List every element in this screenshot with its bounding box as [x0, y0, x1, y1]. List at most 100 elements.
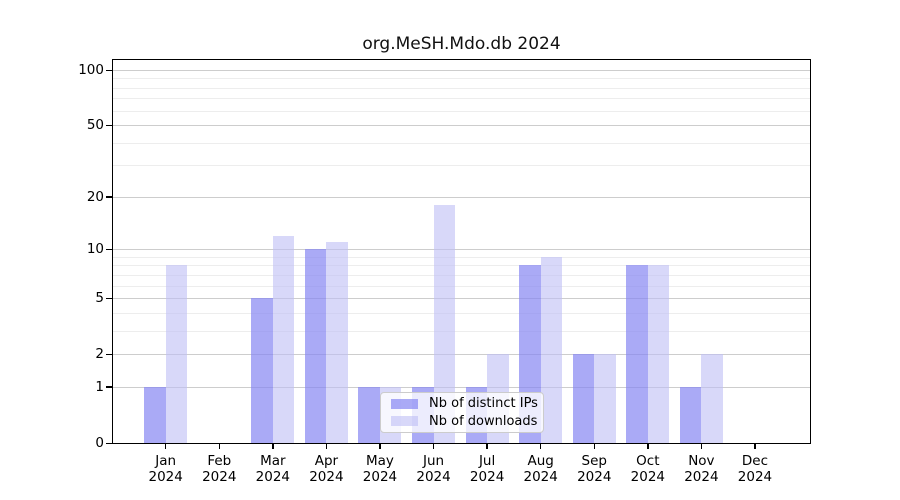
x-tick-label-line: 2024 — [630, 469, 665, 485]
y-tick-label: 2 — [95, 346, 104, 363]
x-tick-label: May 2024 — [350, 453, 410, 485]
legend-swatch-downloads — [391, 416, 418, 427]
x-tick-label: Sep 2024 — [564, 453, 624, 485]
x-tick-mark — [700, 443, 703, 449]
bar-ips-mar — [251, 298, 273, 443]
x-tick-label-line: Jan — [155, 453, 177, 469]
x-tick-label-line: Dec — [741, 453, 769, 469]
bar-ips-nov — [679, 386, 702, 443]
legend-item-distinct-ips: Nb of distinct IPs — [387, 395, 538, 413]
bar-downloads-sep — [594, 354, 616, 443]
x-tick-label-line: 2024 — [523, 469, 558, 485]
x-tick-mark — [647, 443, 649, 449]
y-tick-mark — [106, 248, 113, 251]
x-tick-label-line: 2024 — [577, 469, 612, 485]
minor-gridline — [113, 78, 810, 80]
y-tick-mark — [106, 353, 113, 356]
bar-ips-apr — [304, 249, 327, 443]
x-tick-label-line: 2024 — [737, 469, 773, 485]
bar-downloads-nov — [701, 354, 723, 443]
bar-downloads-aug — [540, 256, 563, 443]
bar-ips-oct — [626, 265, 648, 443]
bar-downloads-oct — [647, 265, 670, 443]
y-tick-label: 1 — [95, 378, 104, 395]
y-tick-label: 50 — [86, 117, 104, 134]
x-tick-label: Apr 2024 — [296, 453, 356, 485]
minor-gridline — [113, 312, 810, 314]
x-tick-label: Aug 2024 — [511, 453, 571, 485]
major-gridline — [113, 70, 810, 71]
x-tick-label-line: Apr — [314, 453, 339, 469]
x-tick-mark — [379, 443, 381, 449]
x-tick-label-line: Mar — [260, 453, 286, 469]
x-tick-label: Dec 2024 — [725, 453, 785, 485]
chart-title: org.MeSH.Mdo.db 2024 — [362, 34, 561, 54]
x-tick-label-line: Oct — [636, 453, 660, 469]
x-tick-label-line: Jul — [478, 453, 496, 469]
y-tick-label: 0 — [95, 435, 104, 451]
x-tick-label: Jul 2024 — [457, 453, 517, 485]
x-tick-label: Feb 2024 — [189, 453, 249, 485]
y-tick-label: 20 — [86, 188, 104, 205]
x-tick-label-line: Feb — [207, 453, 232, 469]
y-tick-mark — [106, 442, 113, 444]
minor-gridline — [113, 285, 810, 287]
y-tick-mark — [106, 124, 113, 127]
bar-downloads-jan — [165, 265, 188, 443]
minor-gridline — [113, 110, 810, 112]
x-tick-mark — [486, 443, 488, 449]
x-tick-label-line: 2024 — [255, 469, 290, 485]
x-tick-label: Nov 2024 — [671, 453, 731, 485]
bar-ips-may — [358, 386, 380, 443]
y-tick-mark — [106, 386, 113, 388]
y-tick-label: 5 — [95, 290, 104, 307]
x-tick-label: Jun 2024 — [404, 453, 464, 485]
x-tick-label-line: May — [366, 453, 394, 469]
x-tick-label-line: Aug — [527, 453, 554, 469]
x-tick-label: Mar 2024 — [243, 453, 303, 485]
plot-area: Nb of distinct IPs Nb of downloads — [106, 59, 811, 449]
x-tick-mark — [754, 443, 756, 449]
major-gridline — [113, 386, 810, 388]
minor-gridline — [113, 142, 810, 144]
legend: Nb of distinct IPs Nb of downloads — [380, 392, 544, 433]
minor-gridline — [113, 274, 810, 276]
legend-swatch-ips — [391, 398, 418, 409]
minor-gridline — [113, 98, 810, 100]
minor-gridline — [113, 265, 810, 267]
major-gridline — [113, 125, 810, 127]
y-tick-mark — [106, 196, 113, 198]
x-tick-mark — [432, 443, 435, 449]
bar-ips-sep — [572, 354, 595, 443]
x-tick-label-line: Jun — [423, 453, 445, 469]
minor-gridline — [113, 256, 810, 258]
legend-label-ips: Nb of distinct IPs — [429, 396, 538, 412]
x-tick-mark — [325, 443, 328, 449]
bar-ips-jan — [144, 386, 166, 443]
minor-gridline — [113, 330, 810, 332]
x-tick-label-line: 2024 — [469, 469, 505, 485]
x-tick-mark — [272, 443, 274, 449]
bar-downloads-mar — [272, 235, 295, 443]
y-tick-label: 10 — [86, 241, 104, 258]
x-tick-label-line: 2024 — [148, 469, 183, 485]
x-tick-label: Jan 2024 — [136, 453, 196, 485]
minor-gridline — [113, 165, 810, 167]
x-tick-label: Oct 2024 — [618, 453, 678, 485]
x-tick-label-line: 2024 — [362, 469, 398, 485]
x-tick-label-line: Sep — [581, 453, 607, 469]
bar-downloads-jun — [433, 205, 456, 443]
x-tick-label-line: 2024 — [202, 469, 237, 485]
bar-downloads-apr — [326, 242, 348, 443]
x-tick-mark — [593, 443, 595, 449]
y-tick-label: 100 — [78, 62, 104, 78]
x-tick-mark — [165, 443, 167, 449]
x-tick-label-line: 2024 — [684, 469, 719, 485]
x-tick-label-line: Nov — [688, 453, 715, 469]
legend-item-downloads: Nb of downloads — [387, 413, 537, 431]
x-tick-label-line: 2024 — [416, 469, 451, 485]
major-gridline — [113, 196, 810, 198]
minor-gridline — [113, 87, 810, 89]
x-tick-mark — [218, 443, 220, 449]
